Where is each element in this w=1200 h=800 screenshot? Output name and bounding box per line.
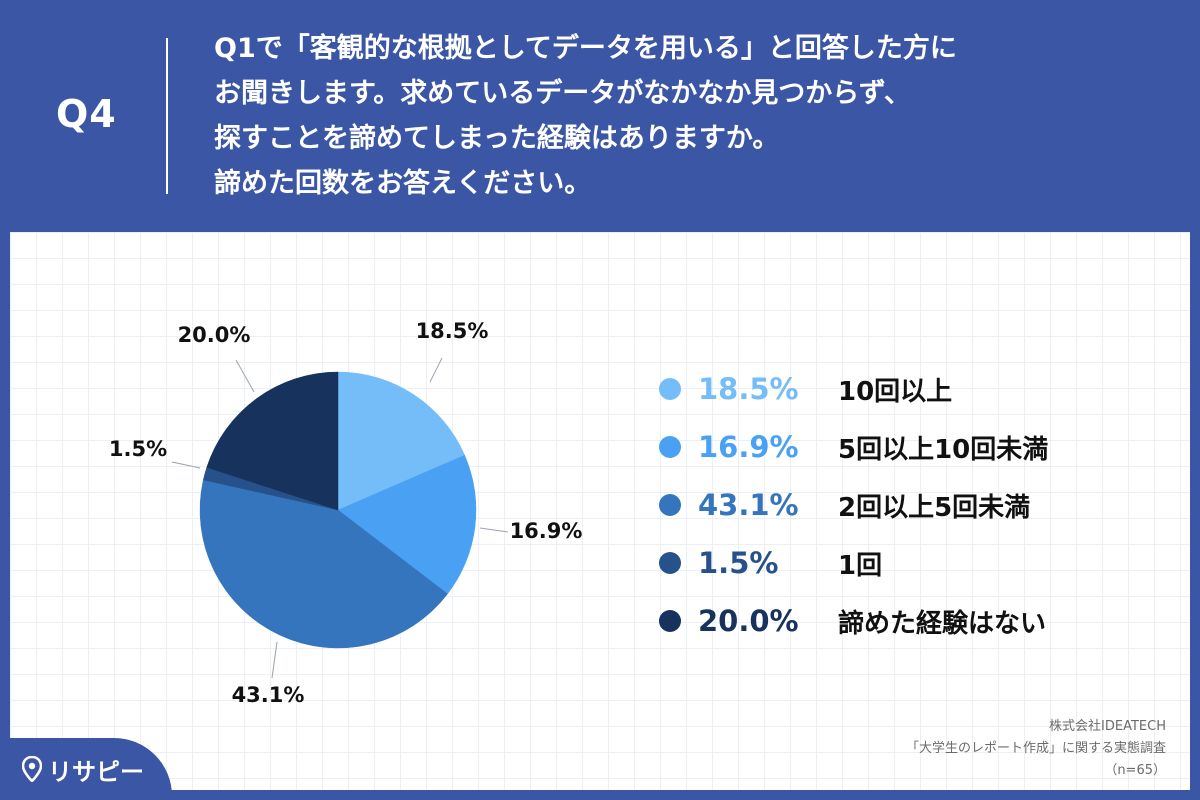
legend-swatch bbox=[659, 494, 681, 516]
pie-slice bbox=[206, 371, 339, 511]
legend-swatch bbox=[659, 436, 681, 458]
question-line: 諦めた回数をお答えください。 bbox=[214, 168, 592, 199]
chart-panel: 18.5% 16.9% 43.1% 1.5% 20.0% 18.5% 10回以上 16.… bbox=[10, 232, 1190, 790]
question-text: Q1で「客観的な根拠としてデータを用いる」と回答した方に お聞きします。求めてい… bbox=[214, 26, 1174, 206]
header-divider bbox=[166, 38, 168, 194]
brand-logo: リサピー bbox=[0, 738, 172, 800]
pie-slice bbox=[337, 454, 477, 595]
legend-item: 20.0% 諦めた経験はない bbox=[656, 592, 1176, 650]
question-line: お聞きします。求めているデータがなかなか見つからず、 bbox=[214, 78, 911, 109]
slice-label: 43.1% bbox=[232, 683, 305, 707]
leader-line bbox=[429, 357, 443, 383]
legend-item: 18.5% 10回以上 bbox=[656, 360, 1176, 418]
leader-line bbox=[479, 527, 509, 533]
legend-item: 16.9% 5回以上10回未満 bbox=[656, 418, 1176, 476]
leader-line bbox=[171, 461, 201, 469]
legend-value: 43.1% bbox=[698, 488, 799, 522]
legend-label: 諦めた経験はない bbox=[838, 608, 1047, 639]
legend-value: 1.5% bbox=[698, 546, 779, 580]
map-pin-icon bbox=[22, 756, 42, 782]
legend-swatch bbox=[659, 378, 681, 400]
legend-swatch bbox=[659, 552, 681, 574]
pie-slice bbox=[337, 371, 465, 511]
chart-legend: 18.5% 10回以上 16.9% 5回以上10回未満 43.1% 2回以上5回… bbox=[656, 360, 1176, 650]
legend-value: 20.0% bbox=[698, 604, 799, 638]
slice-label: 16.9% bbox=[510, 519, 583, 543]
slice-label: 18.5% bbox=[416, 319, 489, 343]
question-number: Q4 bbox=[56, 92, 117, 136]
pie-chart: 18.5% 16.9% 43.1% 1.5% 20.0% bbox=[109, 319, 583, 707]
legend-value: 16.9% bbox=[698, 430, 799, 464]
legend-label: 1回 bbox=[838, 550, 883, 581]
logo-text: リサピー bbox=[48, 758, 144, 786]
question-line: 探すことを諦めてしまった経験はありますか。 bbox=[214, 123, 780, 154]
question-header: Q4 Q1で「客観的な根拠としてデータを用いる」と回答した方に お聞きします。求… bbox=[0, 0, 1200, 232]
legend-label: 10回以上 bbox=[838, 376, 953, 407]
question-line: Q1で「客観的な根拠としてデータを用いる」と回答した方に bbox=[214, 33, 957, 64]
credit-survey: 「大学生のレポート作成」に関する実態調査 bbox=[905, 741, 1166, 756]
legend-item: 1.5% 1回 bbox=[656, 534, 1176, 592]
pie-slice bbox=[199, 479, 448, 649]
source-credit: 株式会社IDEATECH 「大学生のレポート作成」に関する実態調査 （n=65） bbox=[906, 716, 1166, 782]
legend-swatch bbox=[659, 610, 681, 632]
credit-sample-size: （n=65） bbox=[1104, 763, 1166, 778]
legend-value: 18.5% bbox=[698, 372, 799, 406]
legend-label: 2回以上5回未満 bbox=[838, 492, 1031, 523]
slice-label: 20.0% bbox=[178, 323, 251, 347]
leader-line bbox=[235, 359, 255, 393]
slice-label: 1.5% bbox=[109, 437, 167, 461]
legend-label: 5回以上10回未満 bbox=[838, 434, 1049, 465]
legend-item: 43.1% 2回以上5回未満 bbox=[656, 476, 1176, 534]
leader-line bbox=[271, 641, 278, 679]
credit-company: 株式会社IDEATECH bbox=[1049, 719, 1166, 734]
